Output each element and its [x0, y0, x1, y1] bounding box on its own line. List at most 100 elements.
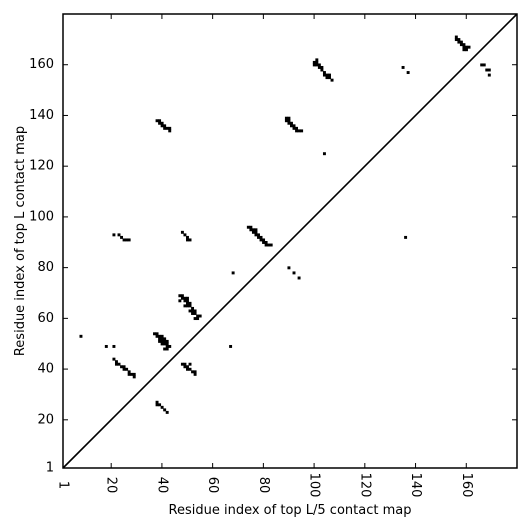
- contact-point-26: [158, 337, 162, 341]
- contact-point-9: [112, 357, 116, 361]
- contact-point-129: [297, 129, 301, 133]
- contact-point-131: [312, 60, 316, 64]
- contact-point-163: [480, 63, 484, 67]
- contact-point-14: [122, 365, 126, 369]
- contact-point-17: [127, 370, 131, 374]
- contact-point-71: [183, 299, 187, 303]
- contact-point-8: [127, 238, 131, 242]
- y-tick-label-8: 160: [29, 57, 54, 72]
- contact-point-81: [188, 309, 192, 313]
- y-tick-label-3: 60: [37, 311, 54, 326]
- contact-point-106: [257, 235, 260, 239]
- contact-point-134: [312, 63, 316, 67]
- contact-point-146: [330, 78, 334, 82]
- x-axis-label: Residue index of top L/5 contact map: [169, 503, 412, 518]
- contact-point-80: [191, 306, 195, 310]
- contact-point-120: [284, 119, 288, 123]
- contact-point-70: [183, 296, 187, 300]
- contact-point-41: [180, 362, 184, 366]
- contact-points: [79, 35, 491, 414]
- contact-point-156: [459, 43, 463, 47]
- contact-point-142: [325, 73, 329, 77]
- contact-point-88: [196, 317, 200, 321]
- contact-point-165: [485, 68, 489, 72]
- contact-point-139: [320, 68, 324, 72]
- contact-point-73: [186, 299, 189, 303]
- contact-point-113: [267, 243, 271, 247]
- contact-point-63: [163, 126, 167, 130]
- contact-point-98: [249, 225, 253, 229]
- contact-point-51: [155, 400, 159, 404]
- contact-point-124: [290, 124, 293, 128]
- contact-point-57: [155, 119, 159, 123]
- contact-point-68: [180, 294, 184, 298]
- contact-point-138: [320, 65, 324, 69]
- x-tick-label-8: 160: [459, 473, 474, 498]
- contact-point-15: [122, 367, 126, 371]
- contact-point-140: [322, 71, 326, 75]
- contact-point-136: [317, 63, 321, 67]
- contact-point-83: [193, 309, 197, 313]
- contact-point-116: [292, 271, 296, 275]
- contact-point-66: [168, 129, 172, 133]
- contact-point-115: [287, 266, 291, 270]
- contact-point-167: [487, 73, 491, 77]
- x-tick-label-5: 100: [307, 473, 322, 498]
- contact-point-94: [188, 238, 192, 242]
- contact-point-30: [158, 339, 162, 343]
- contact-point-95: [229, 344, 233, 348]
- contact-point-3: [112, 233, 116, 237]
- contact-point-108: [259, 238, 263, 242]
- contact-point-123: [290, 121, 293, 125]
- contact-point-102: [254, 230, 258, 234]
- contact-point-164: [482, 63, 486, 67]
- contact-point-109: [262, 238, 266, 242]
- contact-point-118: [284, 116, 288, 120]
- contact-point-121: [287, 119, 291, 123]
- x-tick-label-4: 80: [256, 477, 271, 494]
- x-tick-label-1: 20: [104, 477, 119, 494]
- contact-point-92: [186, 235, 189, 239]
- contact-point-135: [315, 58, 319, 62]
- contact-point-103: [251, 230, 255, 234]
- contact-point-78: [186, 304, 189, 308]
- contact-point-38: [168, 344, 172, 348]
- contact-point-46: [188, 367, 192, 371]
- contact-point-64: [165, 126, 169, 130]
- contact-point-151: [454, 35, 458, 39]
- contact-point-43: [183, 365, 187, 369]
- contact-point-25: [158, 334, 162, 338]
- contact-point-75: [186, 301, 189, 305]
- contact-point-48: [191, 370, 195, 374]
- axis-ticks: 1 20 40 60 80 100 120 140 1601204060801001201401…: [29, 14, 517, 497]
- contact-point-47: [188, 362, 192, 366]
- contact-point-42: [183, 362, 187, 366]
- contact-point-157: [462, 43, 466, 47]
- contact-point-13: [120, 365, 124, 369]
- contact-point-147: [322, 152, 326, 156]
- contact-point-86: [196, 314, 200, 318]
- y-tick-label-1: 20: [37, 412, 54, 427]
- contact-point-22: [153, 332, 156, 336]
- contact-point-16: [125, 367, 129, 371]
- contact-point-35: [165, 339, 169, 343]
- contact-point-153: [457, 38, 461, 42]
- contact-point-2: [112, 344, 116, 348]
- contact-point-149: [406, 71, 410, 75]
- contact-point-130: [300, 129, 304, 133]
- contact-point-87: [193, 317, 197, 321]
- diagonal-line: [62, 13, 518, 469]
- contact-point-54: [160, 405, 164, 409]
- contact-point-99: [249, 228, 253, 232]
- contact-point-37: [165, 344, 169, 348]
- contact-point-32: [163, 339, 167, 343]
- contact-point-89: [198, 314, 202, 318]
- contact-point-58: [158, 119, 162, 123]
- contact-point-133: [315, 63, 319, 67]
- x-tick-label-7: 140: [408, 473, 423, 498]
- contact-point-62: [163, 124, 167, 128]
- contact-point-33: [160, 342, 164, 346]
- contact-point-44: [186, 365, 189, 369]
- contact-point-24: [155, 334, 159, 338]
